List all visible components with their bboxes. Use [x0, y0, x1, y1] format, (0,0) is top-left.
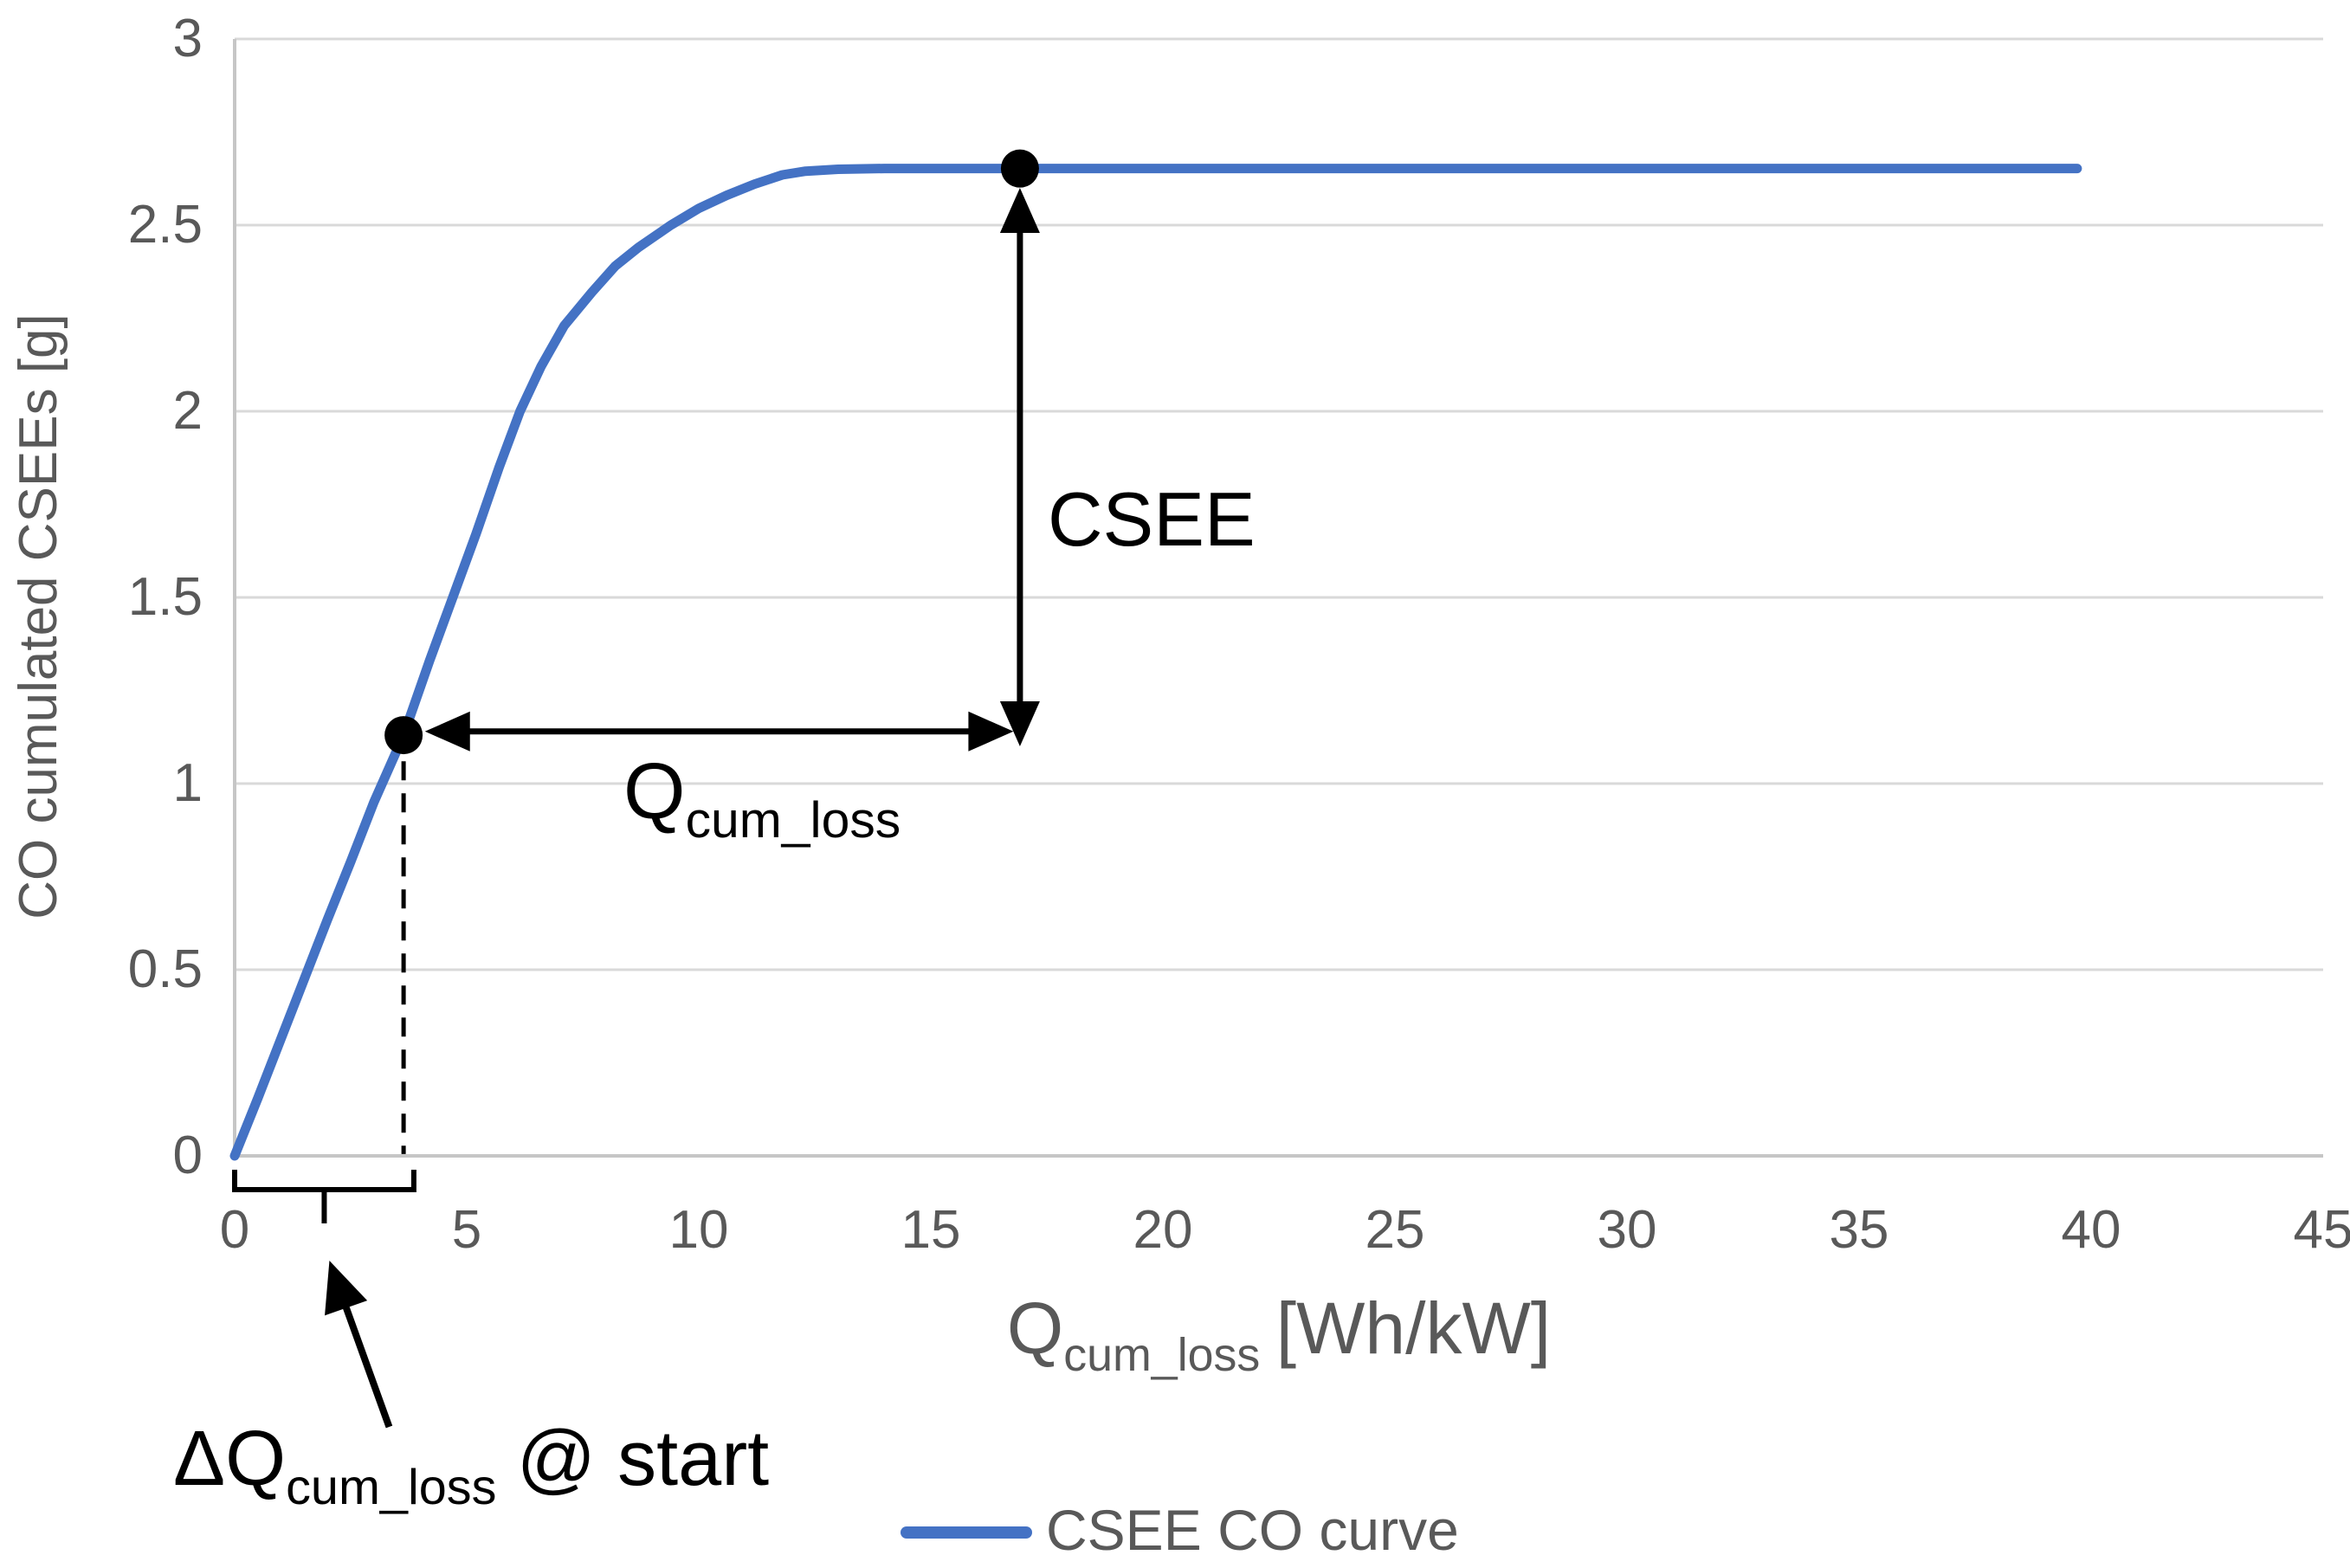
x-axis-title-subscript: cum_loss — [1063, 1329, 1261, 1382]
x-tick-label-20: 20 — [1133, 1200, 1193, 1260]
start-interval-brace — [232, 1170, 416, 1223]
legend: CSEE CO curve — [901, 1491, 1459, 1568]
csee-annotation-label: CSEE — [1048, 476, 1256, 562]
x-axis-title-symbol: Q — [1006, 1287, 1064, 1369]
csee-arrow-head-bottom — [999, 701, 1040, 746]
qcumloss-annotation-symbol: Q — [623, 747, 686, 836]
y-tick-label-1: 1 — [172, 753, 203, 813]
delta-annotation-subscript: cum_loss — [286, 1459, 497, 1515]
marked-point-1 — [384, 716, 423, 755]
y-tick-label-3: 3 — [172, 9, 203, 68]
marked-point-2 — [1000, 149, 1039, 188]
x-tick-label-0: 0 — [219, 1200, 250, 1260]
csee-arrow-head-top — [999, 188, 1040, 233]
y-tick-label-0.5: 0.5 — [127, 939, 203, 999]
qcumloss-annotation-subscript: cum_loss — [685, 792, 901, 849]
y-tick-label-1.5: 1.5 — [127, 567, 203, 627]
y-axis-title: CO cumulated CSEEs [g] — [9, 313, 68, 920]
x-tick-label-10: 10 — [668, 1200, 729, 1260]
y-tick-label-2.5: 2.5 — [127, 195, 203, 255]
x-tick-label-30: 30 — [1597, 1200, 1657, 1260]
x-tick-label-15: 15 — [901, 1200, 961, 1260]
qcumloss-arrow-head-right — [968, 711, 1014, 752]
delta-annotation-symbol: ΔQ — [173, 1416, 287, 1502]
delta-qcumloss-annotation-label: ΔQcum_loss @ start — [173, 1420, 769, 1513]
y-tick-label-2: 2 — [172, 381, 203, 441]
x-tick-label-25: 25 — [1365, 1200, 1425, 1260]
legend-line-marker — [901, 1526, 1032, 1539]
legend-series-label: CSEE CO curve — [1046, 1498, 1459, 1562]
y-tick-label-0: 0 — [172, 1126, 203, 1185]
x-axis-title-unit: [Wh/kW] — [1275, 1287, 1552, 1369]
qcumloss-arrow-head-left — [424, 711, 470, 752]
qcumloss-annotation-label: Qcum_loss — [623, 752, 901, 846]
start-pointer-arrow-shaft — [339, 1298, 393, 1429]
x-tick-label-45: 45 — [2293, 1200, 2350, 1260]
x-tick-label-40: 40 — [2061, 1200, 2121, 1260]
csee-co-curve — [229, 164, 2082, 1161]
delta-annotation-suffix: @ start — [516, 1416, 770, 1502]
x-tick-label-5: 5 — [451, 1200, 482, 1260]
x-axis-title: Qcum_loss [Wh/kW] — [235, 1292, 2323, 1378]
x-tick-label-35: 35 — [1829, 1200, 1889, 1260]
start-pointer-arrow-head — [325, 1261, 368, 1316]
